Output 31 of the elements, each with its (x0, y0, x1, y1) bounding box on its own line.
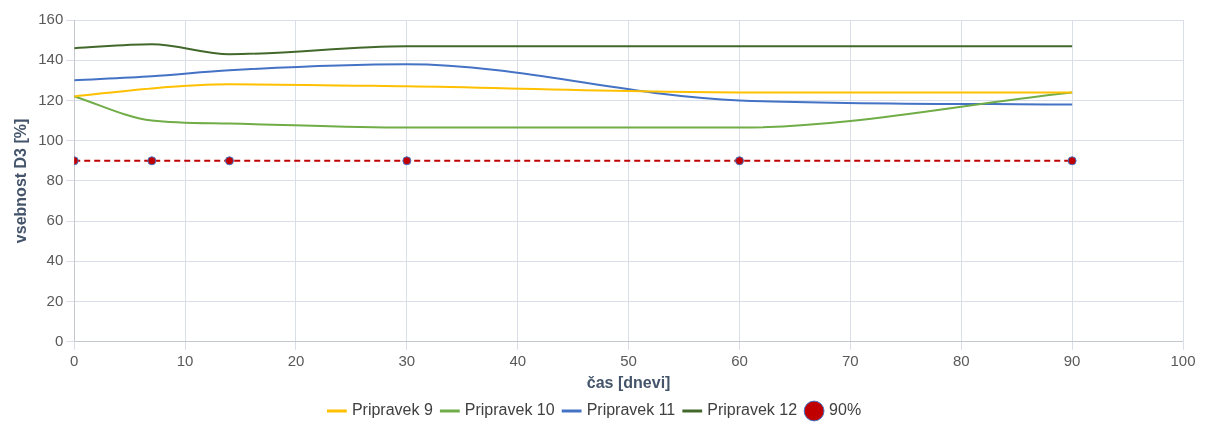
line-series (74, 63, 1074, 106)
x-tick-label: 0 (70, 351, 79, 369)
x-tick-label: 10 (176, 351, 194, 369)
y-tick-label: 140 (38, 50, 64, 68)
legend-label: Pripravek 9 (351, 401, 433, 419)
x-axis-title: čas [dnevi] (586, 373, 671, 391)
x-tick-label: 50 (620, 351, 637, 369)
y-tick-label: 0 (54, 331, 64, 349)
y-tick-label: 100 (38, 130, 64, 148)
y-tick-label: 20 (46, 291, 64, 309)
y-tick-label: 160 (38, 10, 64, 28)
line-series (74, 43, 1074, 56)
legend-label: 90% (829, 401, 862, 419)
x-tick-label: 70 (842, 351, 859, 369)
x-tick-label: 80 (952, 351, 970, 369)
x-tick-label: 20 (287, 351, 305, 369)
x-tick-label: 100 (1170, 351, 1196, 369)
x-tick-label: 30 (398, 351, 416, 369)
x-tick-label: 60 (731, 351, 748, 369)
y-tick-label: 120 (38, 90, 64, 108)
x-tick-label: 40 (509, 351, 527, 369)
legend-label: Pripravek 11 (586, 401, 676, 419)
line-series (74, 91, 1074, 129)
line-series (74, 83, 1074, 98)
y-tick-label: 40 (46, 251, 64, 269)
y-tick-label: 60 (46, 211, 64, 229)
legend-label: Pripravek 12 (707, 401, 798, 419)
y-axis-title: vsebnost D3 [%] (12, 118, 30, 244)
legend-label: Pripravek 10 (464, 401, 555, 419)
y-tick-label: 80 (46, 171, 64, 189)
x-tick-label: 90 (1063, 351, 1081, 369)
